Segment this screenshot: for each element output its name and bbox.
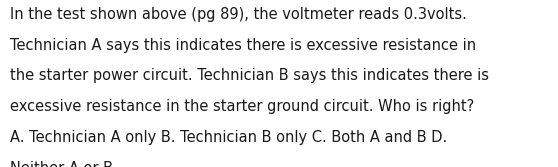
Text: excessive resistance in the starter ground circuit. Who is right?: excessive resistance in the starter grou… bbox=[10, 99, 474, 114]
Text: In the test shown above (pg 89), the voltmeter reads 0.3volts.: In the test shown above (pg 89), the vol… bbox=[10, 7, 467, 22]
Text: A. Technician A only B. Technician B only C. Both A and B D.: A. Technician A only B. Technician B onl… bbox=[10, 130, 448, 145]
Text: Technician A says this indicates there is excessive resistance in: Technician A says this indicates there i… bbox=[10, 38, 476, 53]
Text: the starter power circuit. Technician B says this indicates there is: the starter power circuit. Technician B … bbox=[10, 68, 489, 84]
Text: Neither A or B: Neither A or B bbox=[10, 161, 113, 167]
